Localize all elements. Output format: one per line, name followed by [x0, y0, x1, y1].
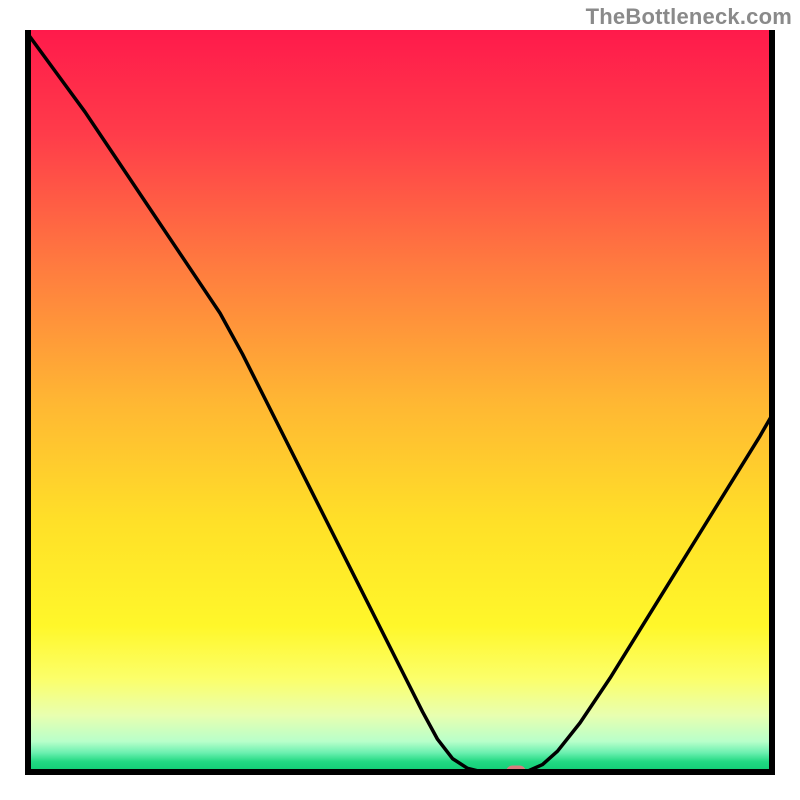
- curve-layer: [25, 30, 775, 775]
- chart-container: TheBottleneck.com: [0, 0, 800, 800]
- axis-bottom: [25, 769, 775, 775]
- bottleneck-curve: [25, 30, 775, 773]
- axis-right: [769, 30, 775, 775]
- plot-area: [25, 30, 775, 775]
- watermark-text: TheBottleneck.com: [586, 4, 792, 30]
- axis-left: [25, 30, 31, 775]
